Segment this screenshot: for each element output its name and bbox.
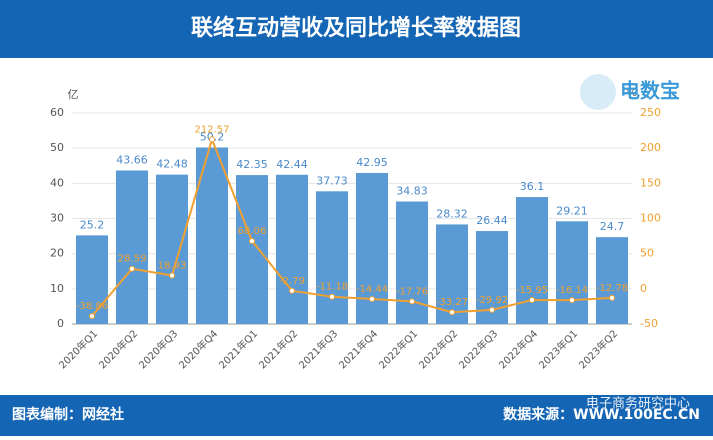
growth-point [329, 293, 335, 300]
y2-tick-label: 0 [640, 282, 647, 295]
bar-value-label: 25.2 [80, 218, 105, 231]
bar [156, 174, 188, 324]
growth-point [369, 295, 375, 302]
bar [596, 237, 628, 324]
watermark: 电子商务研究中心 [586, 396, 690, 412]
growth-value-label: -15.95 [516, 285, 548, 296]
y2-tick-label: 100 [640, 212, 661, 225]
bar [236, 175, 268, 324]
y-tick-label: 60 [50, 106, 64, 119]
bar [276, 174, 308, 324]
growth-value-label: -2.79 [279, 276, 305, 287]
y2-tick-label: 50 [640, 247, 654, 260]
y-tick-label: 40 [50, 176, 64, 189]
bar [76, 235, 108, 324]
growth-point [249, 237, 255, 244]
y2-tick-label: 200 [640, 141, 661, 154]
bar-value-label: 42.44 [276, 158, 308, 171]
bar-value-label: 29.21 [556, 204, 588, 217]
bar [556, 221, 588, 324]
bar [396, 201, 428, 324]
growth-point [449, 309, 455, 316]
bar-value-label: 24.7 [600, 220, 625, 233]
y-axis-label: 亿 [68, 88, 79, 101]
growth-point [529, 297, 535, 304]
footer-left: 图表编制：网经社 [12, 406, 124, 423]
y2-axis-label: % [627, 86, 637, 99]
growth-point [129, 265, 135, 272]
growth-line [91, 138, 613, 317]
growth-value-label: -38.86 [76, 301, 108, 312]
growth-point [609, 294, 615, 301]
growth-point [489, 306, 495, 313]
growth-value-label: -12.78 [596, 283, 628, 294]
growth-point [569, 297, 575, 304]
bar [316, 191, 348, 324]
bar-value-label: 42.95 [356, 156, 388, 169]
y2-tick-label: 250 [640, 106, 661, 119]
growth-point [169, 272, 175, 279]
y-tick-label: 50 [50, 141, 64, 154]
growth-value-label: 28.59 [118, 254, 147, 265]
growth-value-label: 68.06 [238, 226, 267, 237]
bar-value-label: 36.1 [520, 180, 545, 193]
logo-text: 电数宝 [620, 79, 680, 103]
y2-tick-label: -50 [640, 317, 658, 330]
y-tick-label: 0 [57, 317, 64, 330]
bar [516, 197, 548, 324]
footer-banner [0, 395, 713, 436]
growth-point [209, 136, 215, 143]
logo-cloud [580, 74, 616, 110]
bar-value-label: 37.73 [316, 174, 348, 187]
growth-value-label: 212.57 [195, 124, 230, 135]
title-banner [0, 0, 713, 58]
bar-value-label: 28.32 [436, 207, 468, 220]
footer-right: 数据来源：WWW.100EC.CN [503, 406, 700, 423]
y-tick-label: 20 [50, 247, 64, 260]
y2-tick-label: 150 [640, 176, 661, 189]
bar [116, 170, 148, 324]
growth-value-label: -29.92 [476, 295, 508, 306]
growth-point [289, 287, 295, 294]
growth-value-label: 18.93 [158, 261, 187, 272]
logo: 电数宝 [580, 74, 680, 110]
bar-value-label: 42.35 [236, 158, 268, 171]
bar-value-label: 26.44 [476, 214, 508, 227]
chart-title: 联络互动营收及同比增长率数据图 [191, 15, 521, 41]
bar [436, 224, 468, 324]
bar-value-label: 34.83 [396, 185, 428, 198]
bar-value-label: 43.66 [116, 153, 148, 166]
growth-value-label: -16.14 [556, 285, 588, 296]
bar-value-label: 42.48 [156, 158, 188, 171]
growth-value-label: -33.27 [436, 297, 468, 308]
growth-value-label: -11.18 [316, 282, 348, 293]
growth-point [89, 313, 95, 320]
growth-point [409, 298, 415, 305]
y-tick-label: 10 [50, 282, 64, 295]
growth-value-label: -17.76 [396, 286, 428, 297]
growth-value-label: -14.44 [356, 284, 388, 295]
y-tick-label: 30 [50, 212, 64, 225]
